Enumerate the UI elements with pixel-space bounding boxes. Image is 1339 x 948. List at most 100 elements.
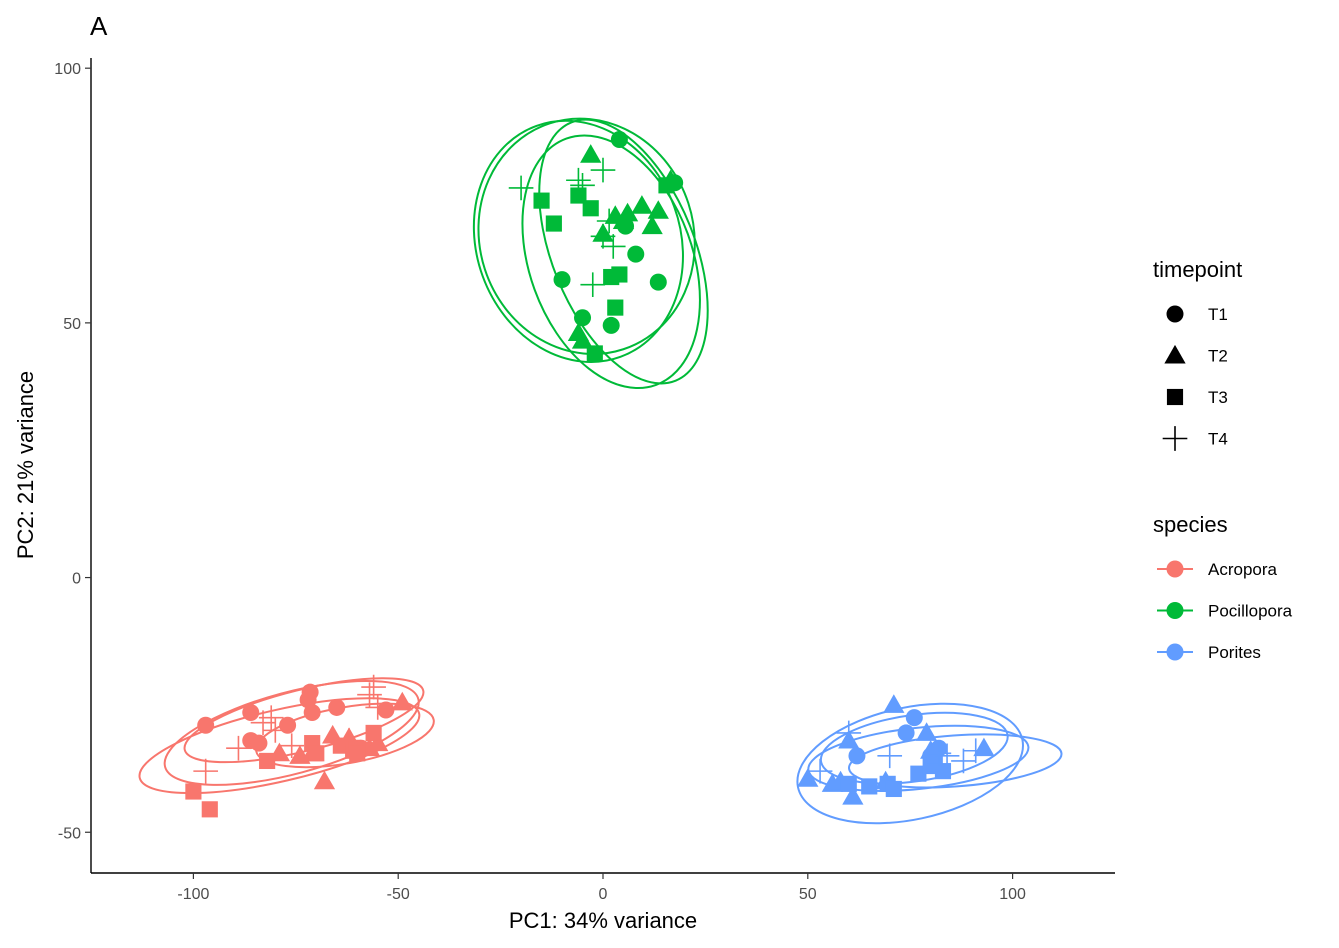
point-pocillopora-t2-7 xyxy=(616,202,639,222)
point-acropora-t1-1 xyxy=(197,716,215,734)
ellipse-shape-pocillopora-2 xyxy=(477,117,696,355)
point-porites-t4-5 xyxy=(951,748,976,774)
point-porites-t2-1 xyxy=(797,768,819,787)
point-acropora-t3-8 xyxy=(349,745,366,762)
point-acropora-t1-7 xyxy=(301,683,319,701)
shape-legend-key-t1 xyxy=(1166,305,1184,323)
point-pocillopora-t1-7 xyxy=(649,273,667,291)
point-acropora-t3-9 xyxy=(365,724,382,741)
point-porites-t3-7 xyxy=(934,763,952,780)
y-tick-label: -50 xyxy=(58,825,81,842)
point-acropora-t4-4 xyxy=(258,705,284,730)
point-acropora-t4-10 xyxy=(365,695,391,720)
point-acropora-t3-6 xyxy=(332,737,349,754)
point-acropora-t1-8 xyxy=(303,704,321,722)
point-pocillopora-t3-6 xyxy=(607,299,624,316)
point-pocillopora-t4-5 xyxy=(596,208,622,234)
point-acropora-t3-1 xyxy=(185,783,202,800)
shape-legend-label: T4 xyxy=(1208,430,1228,449)
point-acropora-t1-2 xyxy=(242,704,260,722)
point-pocillopora-t4-3 xyxy=(570,173,595,198)
point-acropora-t2-8 xyxy=(367,732,389,752)
point-porites-t1-2 xyxy=(897,724,915,742)
point-porites-t4-1 xyxy=(807,758,833,784)
shape-legend-item-t1: T1 xyxy=(1166,305,1228,324)
point-acropora-t4-1 xyxy=(193,758,219,784)
point-acropora-t2-4 xyxy=(313,770,336,790)
shape-legend-label: T2 xyxy=(1208,347,1228,366)
panel-tag: A xyxy=(90,11,108,41)
point-pocillopora-t1-6 xyxy=(627,245,645,263)
point-porites-t3-5 xyxy=(910,765,927,782)
point-pocillopora-t3-8 xyxy=(658,177,675,194)
point-acropora-t4-2 xyxy=(226,735,251,761)
point-pocillopora-t3-9 xyxy=(586,345,603,362)
x-tick-label: 100 xyxy=(999,886,1026,903)
shape-legend-title: timepoint xyxy=(1153,257,1242,282)
ellipse-shape-porites-1 xyxy=(796,702,1024,825)
point-porites-t1-1 xyxy=(848,747,866,765)
color-legend-item-acropora: Acropora xyxy=(1157,560,1278,579)
color-legend: species Acropora Pocillopora Porites xyxy=(1153,512,1293,662)
point-porites-t3-2 xyxy=(861,778,878,795)
point-acropora-t4-6 xyxy=(279,733,305,758)
x-tick-label: -100 xyxy=(177,886,209,903)
color-legend-item-porites: Porites xyxy=(1157,643,1261,662)
ellipse-shape-pocillopora-1 xyxy=(472,119,684,363)
point-pocillopora-t1-2 xyxy=(553,271,571,289)
color-legend-dot xyxy=(1166,560,1184,578)
point-acropora-t4-7 xyxy=(336,728,362,753)
ellipse-shape-acropora-1 xyxy=(163,679,420,786)
shape-legend-item-t2: T2 xyxy=(1164,344,1228,366)
color-legend-dot xyxy=(1166,602,1184,619)
ellipse-shape-porites-4 xyxy=(848,733,1063,789)
shape-legend-key-t4 xyxy=(1162,426,1188,451)
point-porites-t1-3 xyxy=(905,709,923,727)
color-legend-label: Acropora xyxy=(1208,560,1278,579)
point-porites-t2-8 xyxy=(915,722,938,741)
color-legend-item-pocillopora: Pocillopora xyxy=(1157,602,1293,621)
point-porites-t2-7 xyxy=(883,694,905,713)
point-porites-t4-6 xyxy=(963,738,989,764)
ellipse-porites-4 xyxy=(848,733,1063,789)
point-pocillopora-t3-7 xyxy=(611,266,628,283)
color-legend-dot xyxy=(1166,643,1184,661)
x-tick-label: 50 xyxy=(799,886,817,903)
point-pocillopora-t4-8 xyxy=(600,234,626,259)
point-pocillopora-t4-6 xyxy=(580,272,606,297)
ellipse-pocillopora-2 xyxy=(477,117,696,355)
shape-legend: timepoint T1 T2 T3 T4 xyxy=(1153,257,1242,451)
x-ticks: -100 -50 0 50 100 xyxy=(177,873,1026,903)
point-acropora-t4-5 xyxy=(262,718,288,743)
point-acropora-t1-11 xyxy=(377,701,395,719)
point-acropora-t3-5 xyxy=(308,745,325,762)
ellipse-pocillopora-1 xyxy=(472,119,684,363)
point-porites-t3-4 xyxy=(885,780,902,798)
point-pocillopora-t3-1 xyxy=(533,192,550,209)
shape-legend-label: T3 xyxy=(1208,388,1228,407)
shape-legend-key-t3 xyxy=(1166,388,1184,406)
color-legend-label: Porites xyxy=(1208,643,1261,662)
point-pocillopora-t2-8 xyxy=(631,195,653,214)
point-pocillopora-t1-1 xyxy=(610,131,628,148)
shape-legend-item-t3: T3 xyxy=(1166,388,1228,407)
point-acropora-t3-2 xyxy=(201,801,218,818)
point-acropora-t3-3 xyxy=(259,752,276,770)
shape-legend-item-t4: T4 xyxy=(1162,426,1228,451)
y-tick-label: 100 xyxy=(54,61,81,78)
point-porites-t4-2 xyxy=(836,720,862,746)
point-acropora-t2-9 xyxy=(391,691,413,711)
ellipse-acropora-1 xyxy=(163,679,420,786)
x-tick-label: -50 xyxy=(387,886,410,903)
color-legend-title: species xyxy=(1153,512,1228,537)
point-acropora-t1-5 xyxy=(279,716,297,734)
point-pocillopora-t2-1 xyxy=(580,144,602,163)
point-pocillopora-t2-9 xyxy=(641,215,663,235)
point-porites-t2-5 xyxy=(842,785,864,805)
point-pocillopora-t4-2 xyxy=(566,167,591,193)
y-tick-label: 50 xyxy=(63,316,81,333)
point-pocillopora-t1-4 xyxy=(602,316,620,334)
point-porites-t3-1 xyxy=(840,775,857,792)
shape-legend-label: T1 xyxy=(1208,305,1228,324)
